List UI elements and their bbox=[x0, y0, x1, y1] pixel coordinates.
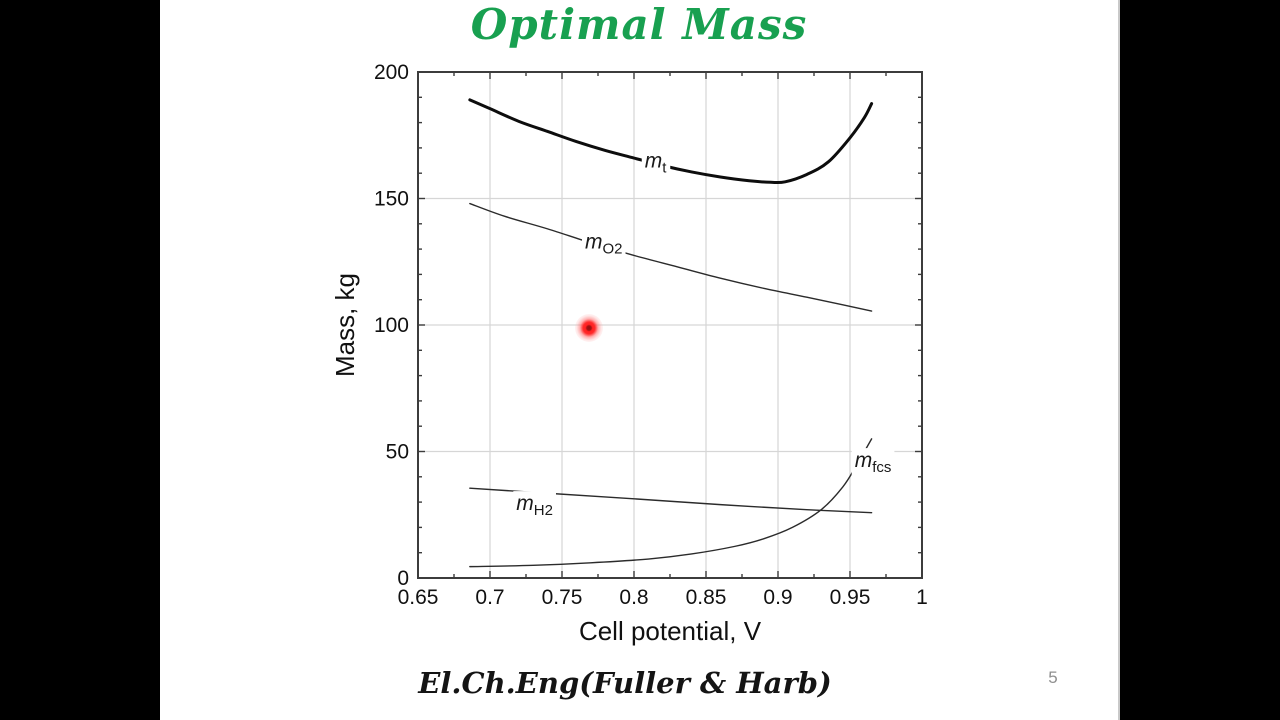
page-number: 5 bbox=[1048, 668, 1058, 687]
x-axis-label: Cell potential, V bbox=[579, 616, 762, 646]
curve-label-oxygen-mass: mO2 bbox=[585, 231, 623, 258]
y-tick-label: 200 bbox=[374, 61, 409, 84]
mass-vs-potential-chart: mt mO2 mH2 mfcs 0.65 0.7 0.75 0.8 0.85 0.9 0.95 1 0 5… bbox=[330, 61, 928, 646]
x-tick-label: 0.85 bbox=[686, 586, 727, 609]
curve-label-hydrogen-mass: mH2 bbox=[516, 492, 553, 519]
y-tick-label: 0 bbox=[397, 567, 409, 590]
slide: Optimal Mass mt mO2 mH2 mfcs 0.65 0.7 0.75 0.8 0… bbox=[160, 0, 1120, 720]
citation-text: El.Ch.Eng(Fuller & Harb) bbox=[418, 666, 832, 700]
x-tick-label: 0.9 bbox=[763, 586, 792, 609]
y-tick-label: 150 bbox=[374, 188, 409, 211]
y-axis-label: Mass, kg bbox=[330, 273, 360, 377]
x-tick-label: 0.95 bbox=[830, 586, 871, 609]
x-tick-label: 1 bbox=[916, 586, 928, 609]
y-tick-label: 100 bbox=[374, 314, 409, 337]
y-tick-label: 50 bbox=[386, 441, 409, 464]
curve-oxygen-mass bbox=[469, 202, 873, 312]
x-tick-label: 0.8 bbox=[619, 586, 648, 609]
curve-label-fuel-cell-system-mass: mfcs bbox=[855, 449, 892, 476]
x-tick-label: 0.75 bbox=[542, 586, 583, 609]
curve-label-total-mass: mt bbox=[645, 150, 667, 177]
slide-title: Optimal Mass bbox=[470, 0, 808, 49]
curve-total-mass bbox=[468, 98, 874, 185]
x-tick-label: 0.65 bbox=[398, 586, 439, 609]
x-tick-label: 0.7 bbox=[475, 586, 504, 609]
curve-fuel-cell-system-mass bbox=[469, 438, 873, 568]
